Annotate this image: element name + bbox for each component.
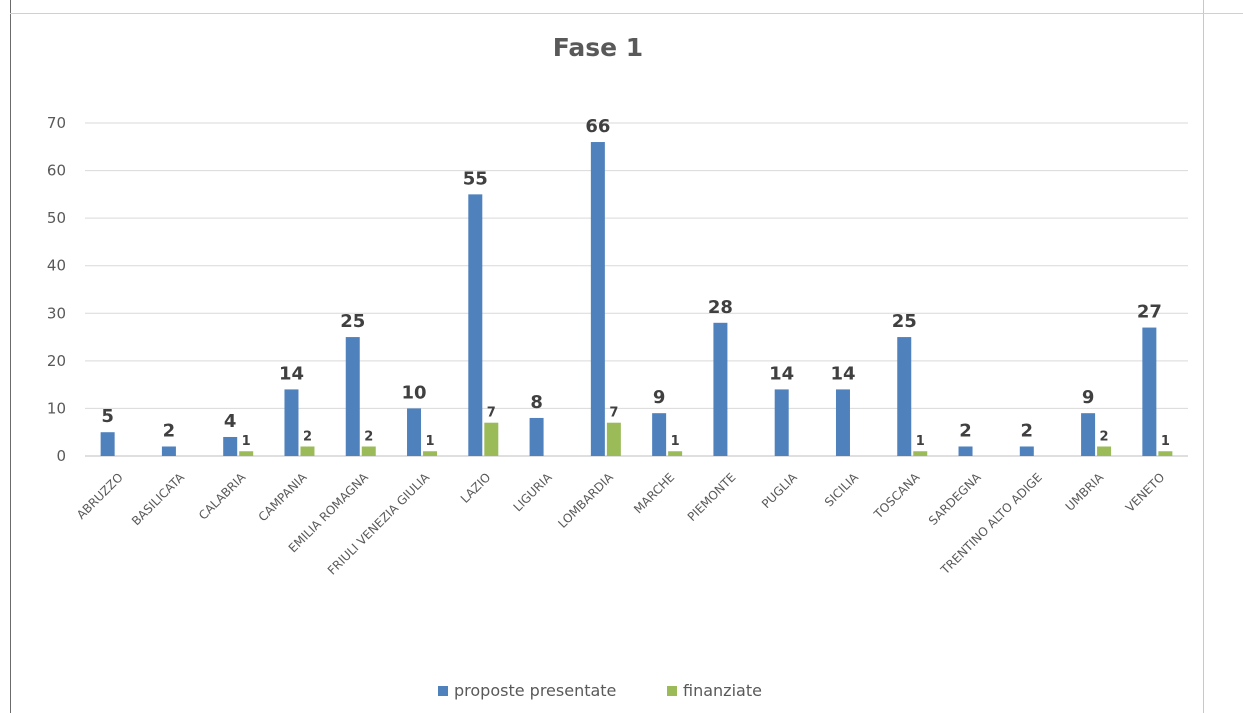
bar-proposte-presentate	[652, 413, 667, 456]
bar-finanziate	[1097, 446, 1112, 456]
bar-proposte-presentate	[590, 142, 605, 456]
x-tick-label: VENETO	[1123, 470, 1168, 515]
bar-proposte-presentate	[774, 389, 789, 456]
y-tick-label: 10	[47, 399, 66, 417]
data-label: 10	[401, 382, 426, 403]
bar-proposte-presentate	[529, 417, 544, 456]
data-label: 1	[1161, 434, 1170, 449]
x-tick-label: CALABRIA	[196, 470, 249, 523]
x-tick-label: FRIULI VENEZIA GIULIA	[325, 470, 433, 578]
y-tick-label: 0	[56, 447, 66, 465]
x-tick-label: UMBRIA	[1063, 470, 1107, 514]
legend-swatch	[667, 686, 677, 696]
data-label: 28	[708, 297, 733, 318]
data-label: 14	[279, 363, 304, 384]
bar-finanziate	[668, 451, 683, 456]
frame-top-border	[10, 13, 1243, 14]
bar-proposte-presentate	[1019, 446, 1034, 456]
bar-proposte-presentate	[407, 408, 422, 456]
bar-proposte-presentate	[100, 432, 115, 456]
data-label: 7	[487, 406, 496, 421]
bar-finanziate	[484, 422, 499, 456]
data-label: 2	[1021, 420, 1034, 441]
x-tick-label: TRENTINO ALTO ADIGE	[937, 470, 1045, 578]
data-label: 2	[163, 420, 176, 441]
y-tick-label: 50	[47, 209, 66, 227]
data-label: 8	[530, 392, 543, 413]
bar-proposte-presentate	[1081, 413, 1096, 456]
data-label: 9	[653, 387, 666, 408]
data-label: 14	[769, 363, 794, 384]
x-tick-label: SARDEGNA	[926, 470, 984, 528]
gridlines	[85, 122, 1188, 457]
y-tick-label: 20	[47, 352, 66, 370]
bar-finanziate	[423, 451, 438, 456]
data-label: 2	[959, 420, 972, 441]
bar-finanziate	[300, 446, 315, 456]
bar-proposte-presentate	[345, 337, 360, 456]
legend-label: proposte presentate	[454, 681, 616, 700]
data-label: 66	[585, 116, 610, 137]
bar-proposte-presentate	[468, 194, 483, 456]
data-label: 1	[916, 434, 925, 449]
chart-title: Fase 1	[553, 33, 643, 62]
y-axis-ticks: 0 10 20 30 40 50 60 70	[47, 114, 66, 465]
data-label: 27	[1137, 302, 1162, 323]
data-label: 55	[463, 168, 488, 189]
data-label: 14	[830, 363, 855, 384]
legend-swatch	[438, 686, 448, 696]
bar-finanziate	[239, 451, 254, 456]
x-tick-label: ABRUZZO	[74, 470, 126, 522]
bar-finanziate	[913, 451, 928, 456]
bar-finanziate	[361, 446, 376, 456]
x-tick-label: CAMPANIA	[256, 470, 311, 525]
bar-proposte-presentate	[835, 389, 850, 456]
x-tick-label: PIEMONTE	[685, 470, 739, 524]
legend-label: finanziate	[683, 681, 762, 700]
y-tick-label: 70	[47, 114, 66, 132]
y-tick-label: 40	[47, 257, 66, 275]
data-label: 9	[1082, 387, 1095, 408]
bar-proposte-presentate	[713, 322, 728, 456]
bar-proposte-presentate	[161, 446, 176, 456]
frame-left-border	[10, 0, 11, 713]
bars	[100, 142, 1173, 456]
bar-proposte-presentate	[897, 337, 912, 456]
y-tick-label: 30	[47, 304, 66, 322]
x-tick-label: TOSCANA	[871, 470, 923, 522]
data-label: 1	[426, 434, 435, 449]
x-tick-label: LIGURIA	[511, 470, 556, 515]
x-tick-label: SICILIA	[822, 470, 862, 510]
data-label: 25	[892, 311, 917, 332]
y-tick-label: 60	[47, 162, 66, 180]
data-label: 7	[609, 406, 618, 421]
bar-proposte-presentate	[1142, 327, 1157, 456]
bar-proposte-presentate	[958, 446, 973, 456]
data-label: 2	[364, 429, 373, 444]
data-label: 25	[340, 311, 365, 332]
data-label: 4	[224, 411, 237, 432]
data-labels: 5 2 4 14 25 10 55 8 66 9 28 14 14 25 2 2 9 27 1 2 2 1 7 7 1 1 2 1	[101, 116, 1170, 449]
x-axis-ticks: ABRUZZO BASILICATA CALABRIA CAMPANIAEMILIA …	[74, 470, 1168, 578]
data-label: 1	[242, 434, 251, 449]
legend: proposte presentate finanziate	[438, 681, 762, 700]
bar-finanziate	[606, 422, 621, 456]
frame-right-border	[1203, 0, 1204, 713]
data-label: 5	[101, 406, 114, 427]
x-tick-label: PUGLIA	[759, 470, 800, 511]
data-label: 2	[1100, 429, 1109, 444]
data-label: 2	[303, 429, 312, 444]
bar-proposte-presentate	[284, 389, 299, 456]
x-tick-label: LOMBARDIA	[555, 470, 616, 531]
x-tick-label: BASILICATA	[129, 470, 188, 529]
bar-finanziate	[1158, 451, 1173, 456]
bar-proposte-presentate	[223, 436, 238, 456]
x-tick-label: LAZIO	[458, 470, 494, 506]
data-label: 1	[671, 434, 680, 449]
x-tick-label: MARCHE	[631, 470, 677, 516]
